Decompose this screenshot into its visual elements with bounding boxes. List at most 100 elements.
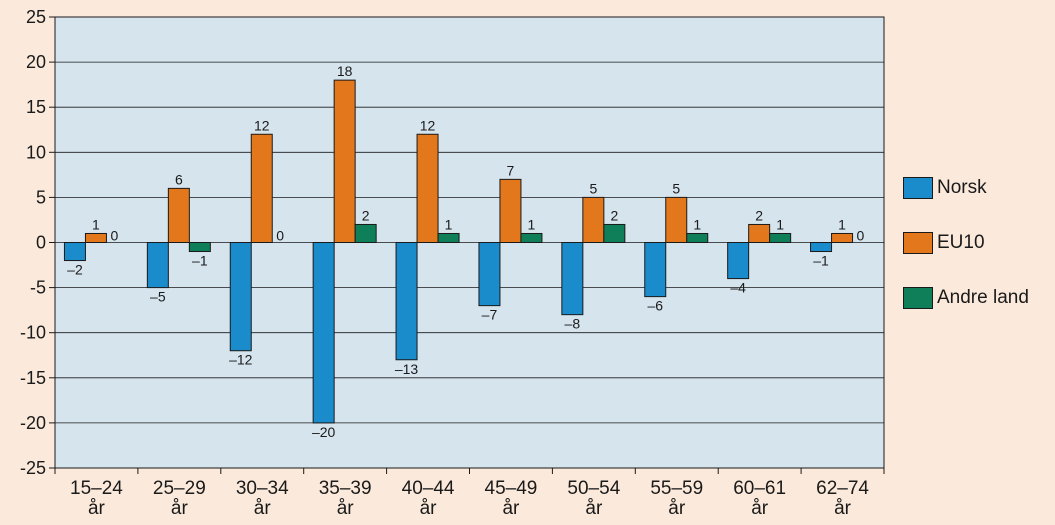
- bar-norsk: [644, 242, 667, 298]
- data-label-eu10: 12: [420, 117, 436, 133]
- x-tick-label-unit: år: [420, 498, 438, 519]
- x-tick-label: 50–54: [567, 478, 620, 499]
- y-tick-label: 0: [36, 233, 46, 253]
- data-label-andre-land: 1: [776, 216, 784, 232]
- bar-eu10: [250, 133, 273, 243]
- bar-eu10: [499, 178, 522, 243]
- y-tick-label: -10: [20, 323, 46, 343]
- legend-item-andre-land: Andre land: [903, 286, 1029, 310]
- data-label-andre-land: 1: [693, 216, 701, 232]
- data-label-eu10: 18: [337, 63, 353, 79]
- data-label-andre-land: 0: [857, 228, 865, 244]
- x-tick-label-unit: år: [337, 498, 355, 519]
- x-tick-label-unit: år: [585, 498, 603, 519]
- data-label-norsk: –7: [482, 307, 498, 323]
- legend-item-eu10: EU10: [903, 231, 1029, 255]
- data-label-eu10: 1: [92, 216, 100, 232]
- bar-andre-land: [603, 223, 626, 244]
- x-tick-label-unit: år: [254, 498, 272, 519]
- x-tick-label-unit: år: [668, 498, 686, 519]
- bar-norsk: [146, 242, 169, 289]
- bar-norsk: [727, 242, 750, 280]
- x-tick-label-unit: år: [171, 498, 189, 519]
- bar-andre-land: [437, 232, 460, 243]
- legend-swatch-andre-land: [903, 287, 933, 309]
- data-label-eu10: 5: [672, 180, 680, 196]
- x-tick-label-unit: år: [834, 498, 852, 519]
- data-label-norsk: –5: [150, 289, 166, 305]
- data-label-norsk: –1: [813, 253, 829, 269]
- data-label-eu10: 2: [755, 207, 763, 223]
- data-label-andre-land: 0: [110, 228, 118, 244]
- x-tick-label: 62–74: [816, 478, 869, 499]
- bar-andre-land: [354, 223, 377, 244]
- x-tick-label: 45–49: [485, 478, 538, 499]
- data-label-norsk: –12: [229, 352, 253, 368]
- x-tick-label: 55–59: [650, 478, 703, 499]
- x-tick-label: 40–44: [402, 478, 455, 499]
- legend-swatch-eu10: [903, 232, 933, 254]
- x-tick-label: 30–34: [236, 478, 289, 499]
- legend-label-norsk: Norsk: [937, 177, 987, 198]
- y-tick-label: 25: [26, 7, 46, 27]
- bar-eu10: [831, 232, 854, 243]
- data-label-norsk: –13: [395, 361, 419, 377]
- y-tick-label: -20: [20, 413, 46, 433]
- bar-eu10: [748, 223, 771, 244]
- data-label-norsk: –20: [312, 424, 336, 440]
- data-label-eu10: 5: [589, 180, 597, 196]
- data-label-eu10: 1: [838, 216, 846, 232]
- data-label-norsk: –8: [565, 316, 581, 332]
- bar-andre-land: [769, 232, 792, 243]
- data-label-eu10: 12: [254, 117, 270, 133]
- bar-andre-land: [520, 232, 543, 243]
- legend-item-norsk: Norsk: [903, 176, 1029, 200]
- bar-norsk: [312, 242, 335, 424]
- legend: Norsk EU10 Andre land: [903, 176, 1029, 341]
- bar-norsk: [478, 242, 501, 307]
- bar-norsk: [395, 242, 418, 361]
- bar-eu10: [333, 79, 356, 243]
- x-tick-label-unit: år: [88, 498, 106, 519]
- bar-eu10: [582, 196, 605, 243]
- y-tick-label: 10: [26, 142, 46, 162]
- bar-andre-land: [686, 232, 709, 243]
- x-tick-label: 15–24: [70, 478, 123, 499]
- legend-swatch-norsk: [903, 177, 933, 199]
- legend-label-andre-land: Andre land: [937, 287, 1029, 308]
- x-tick-label: 60–61: [733, 478, 786, 499]
- y-tick-label: -15: [20, 368, 46, 388]
- bar-eu10: [167, 187, 190, 244]
- bar-andre-land: [188, 242, 211, 253]
- data-label-andre-land: 2: [610, 207, 618, 223]
- bar-eu10: [665, 196, 688, 243]
- data-label-eu10: 6: [175, 171, 183, 187]
- y-tick-label: 15: [26, 97, 46, 117]
- bar-norsk: [561, 242, 584, 316]
- x-tick-label-unit: år: [502, 498, 520, 519]
- y-tick-label: 5: [36, 187, 46, 207]
- bar-norsk: [229, 242, 252, 352]
- bar-eu10: [416, 133, 439, 243]
- bar-eu10: [84, 232, 107, 243]
- x-tick-label: 25–29: [153, 478, 206, 499]
- data-label-norsk: –6: [647, 298, 663, 314]
- plot-frame: [54, 16, 885, 469]
- bar-norsk: [810, 242, 833, 253]
- y-tick-label: -5: [30, 278, 46, 298]
- data-label-norsk: –4: [730, 280, 746, 296]
- data-label-andre-land: 1: [528, 216, 536, 232]
- data-label-andre-land: 1: [445, 216, 453, 232]
- data-label-andre-land: –1: [192, 253, 208, 269]
- data-label-norsk: –2: [67, 262, 83, 278]
- y-tick-label: 20: [26, 52, 46, 72]
- y-tick-label: -25: [20, 458, 46, 478]
- bar-norsk: [63, 242, 86, 262]
- x-tick-label: 35–39: [319, 478, 372, 499]
- data-label-andre-land: 0: [276, 228, 284, 244]
- legend-label-eu10: EU10: [937, 232, 985, 253]
- data-label-andre-land: 2: [362, 207, 370, 223]
- x-tick-label-unit: år: [751, 498, 769, 519]
